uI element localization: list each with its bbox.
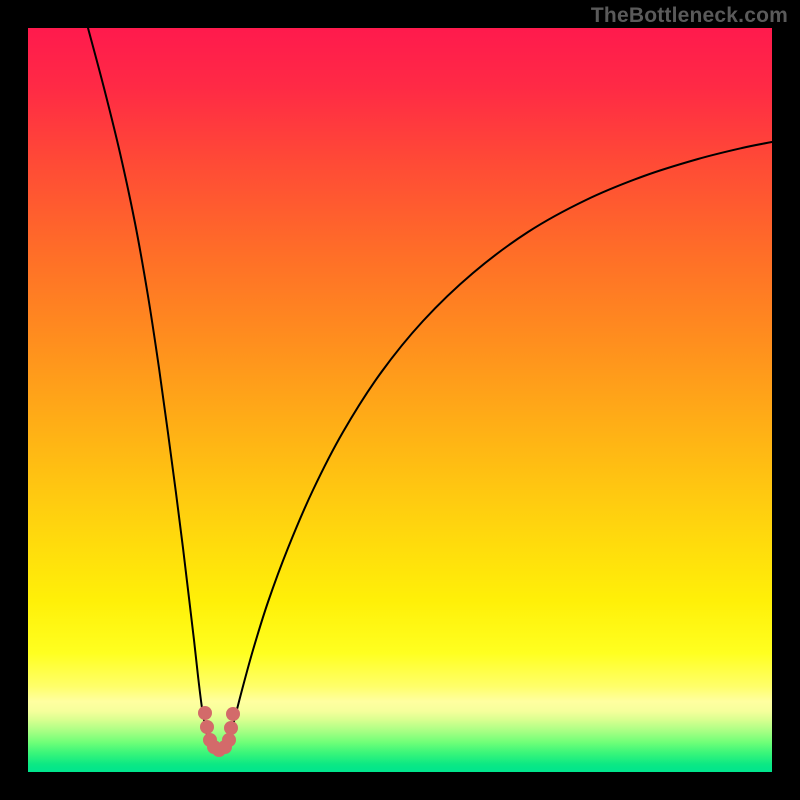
curve-left-branch [88, 28, 209, 743]
notch-marker [200, 720, 214, 734]
bottleneck-curve [28, 28, 772, 772]
notch-marker [224, 721, 238, 735]
notch-markers [198, 706, 240, 757]
watermark-text: TheBottleneck.com [591, 4, 788, 28]
curve-right-branch [228, 142, 772, 743]
notch-marker [198, 706, 212, 720]
plot-area [28, 28, 772, 772]
notch-marker [226, 707, 240, 721]
notch-marker [222, 733, 236, 747]
